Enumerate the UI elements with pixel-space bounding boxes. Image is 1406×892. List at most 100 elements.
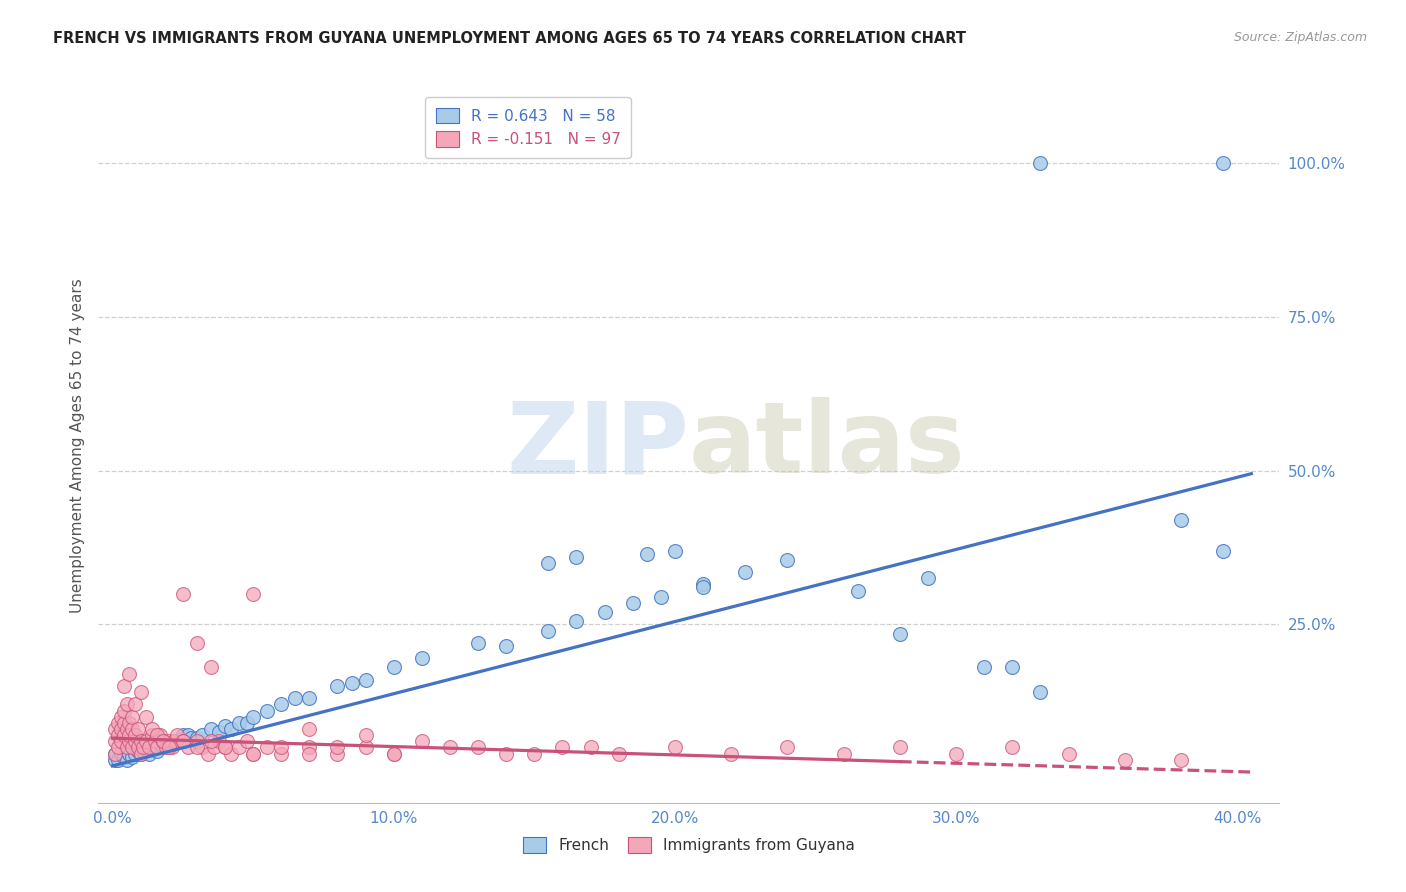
Point [270, 740, 292, 755]
Point [172, 734, 194, 748]
Point [270, 698, 292, 712]
Point [110, 722, 132, 736]
Point [129, 734, 152, 748]
Point [411, 734, 433, 748]
Point [720, 747, 742, 761]
Point [115, 753, 138, 767]
Point [104, 747, 127, 761]
Point [579, 740, 602, 755]
Point [593, 605, 616, 619]
Point [664, 740, 686, 755]
Point [1114, 753, 1136, 767]
Point [107, 715, 129, 730]
Point [236, 715, 259, 730]
Point [121, 749, 143, 764]
Point [118, 747, 141, 761]
Point [734, 565, 756, 579]
Point [160, 740, 183, 755]
Point [172, 728, 194, 742]
Point [157, 734, 180, 748]
Point [149, 737, 172, 751]
Point [256, 704, 278, 718]
Point [186, 734, 208, 748]
Point [132, 743, 155, 757]
Point [889, 626, 911, 640]
Point [112, 728, 135, 742]
Point [141, 728, 163, 742]
Point [112, 749, 135, 764]
Point [166, 728, 188, 742]
Point [411, 651, 433, 665]
Point [945, 747, 967, 761]
Point [1212, 156, 1234, 170]
Point [242, 747, 264, 761]
Point [326, 740, 349, 755]
Point [202, 740, 225, 755]
Point [354, 740, 377, 755]
Point [121, 722, 143, 736]
Point [129, 747, 152, 761]
Point [118, 734, 141, 748]
Point [163, 734, 186, 748]
Point [776, 553, 799, 567]
Point [565, 615, 588, 629]
Point [104, 747, 127, 761]
Point [495, 639, 517, 653]
Point [1001, 660, 1024, 674]
Point [107, 753, 129, 767]
Point [467, 636, 489, 650]
Point [214, 740, 236, 755]
Point [157, 737, 180, 751]
Text: atlas: atlas [689, 398, 966, 494]
Point [118, 666, 141, 681]
Point [889, 740, 911, 755]
Point [149, 728, 172, 742]
Point [214, 719, 236, 733]
Point [1029, 685, 1052, 699]
Point [537, 624, 560, 638]
Point [326, 747, 349, 761]
Point [298, 691, 321, 706]
Point [354, 728, 377, 742]
Point [143, 734, 166, 748]
Point [186, 731, 208, 746]
Text: FRENCH VS IMMIGRANTS FROM GUYANA UNEMPLOYMENT AMONG AGES 65 TO 74 YEARS CORRELAT: FRENCH VS IMMIGRANTS FROM GUYANA UNEMPLO… [53, 31, 966, 46]
Point [200, 660, 222, 674]
Point [298, 740, 321, 755]
Point [565, 549, 588, 564]
Point [146, 740, 169, 755]
Point [180, 731, 202, 746]
Point [132, 740, 155, 755]
Point [439, 740, 461, 755]
Point [152, 734, 174, 748]
Point [129, 685, 152, 699]
Point [219, 722, 242, 736]
Point [776, 740, 799, 755]
Point [124, 728, 146, 742]
Point [191, 728, 214, 742]
Point [104, 753, 127, 767]
Point [129, 747, 152, 761]
Point [340, 676, 363, 690]
Point [973, 660, 995, 674]
Point [537, 556, 560, 570]
Point [152, 734, 174, 748]
Point [650, 590, 672, 604]
Point [1057, 747, 1080, 761]
Point [104, 734, 127, 748]
Point [298, 722, 321, 736]
Point [172, 587, 194, 601]
Point [107, 740, 129, 755]
Point [692, 577, 714, 591]
Point [118, 715, 141, 730]
Point [104, 722, 127, 736]
Point [186, 740, 208, 755]
Point [1170, 753, 1192, 767]
Point [636, 547, 658, 561]
Point [621, 596, 644, 610]
Point [1170, 513, 1192, 527]
Point [124, 698, 146, 712]
Point [354, 673, 377, 687]
Point [146, 743, 169, 757]
Point [917, 571, 939, 585]
